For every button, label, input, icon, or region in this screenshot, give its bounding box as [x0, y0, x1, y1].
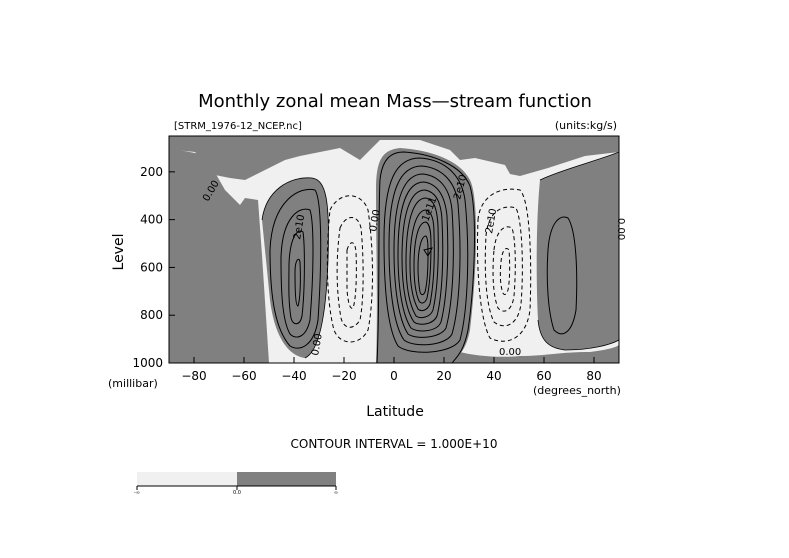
x-tick-label: −60 — [231, 369, 256, 383]
chart-title: Monthly zonal mean Mass—stream function — [198, 91, 592, 112]
x-axis-label: Latitude — [366, 404, 424, 420]
y-tick-label: 600 — [140, 260, 163, 274]
x-tick-label: −40 — [281, 369, 306, 383]
contour-label: 0.00 — [615, 218, 626, 240]
x-tick-label: 80 — [586, 369, 601, 383]
colorbar-positive-swatch — [237, 472, 336, 486]
colorbar: -∞ 0.0 ∞ — [134, 472, 338, 496]
y-tick-label: 800 — [140, 308, 163, 322]
contour-label: 0.00 — [499, 347, 521, 358]
x-axis-unit: (degrees_north) — [533, 384, 621, 397]
x-tick-label: 0 — [390, 369, 398, 383]
plot-area — [169, 136, 619, 363]
x-tick-label: 60 — [536, 369, 551, 383]
colorbar-label-max: ∞ — [334, 490, 338, 496]
y-tick-label: 200 — [140, 165, 163, 179]
x-tick-label: −80 — [181, 369, 206, 383]
chart-subtitle-left: [STRM_1976-12_NCEP.nc] — [174, 121, 302, 132]
y-tick-label: 400 — [140, 213, 163, 227]
colorbar-label-min: -∞ — [134, 490, 140, 496]
x-tick-label: 20 — [436, 369, 451, 383]
x-tick-label: −20 — [331, 369, 356, 383]
chart-subtitle-right: (units:kg/s) — [555, 119, 617, 132]
x-tick-label: 40 — [486, 369, 501, 383]
y-axis-label: Level — [111, 234, 127, 271]
y-tick-label: 1000 — [132, 356, 163, 370]
colorbar-label-mid: 0.0 — [233, 490, 241, 496]
contour-interval: CONTOUR INTERVAL = 1.000E+10 — [291, 437, 498, 451]
colorbar-negative-swatch — [137, 472, 237, 486]
polar-positive-cell — [537, 152, 619, 350]
y-axis-unit: (millibar) — [108, 377, 158, 390]
